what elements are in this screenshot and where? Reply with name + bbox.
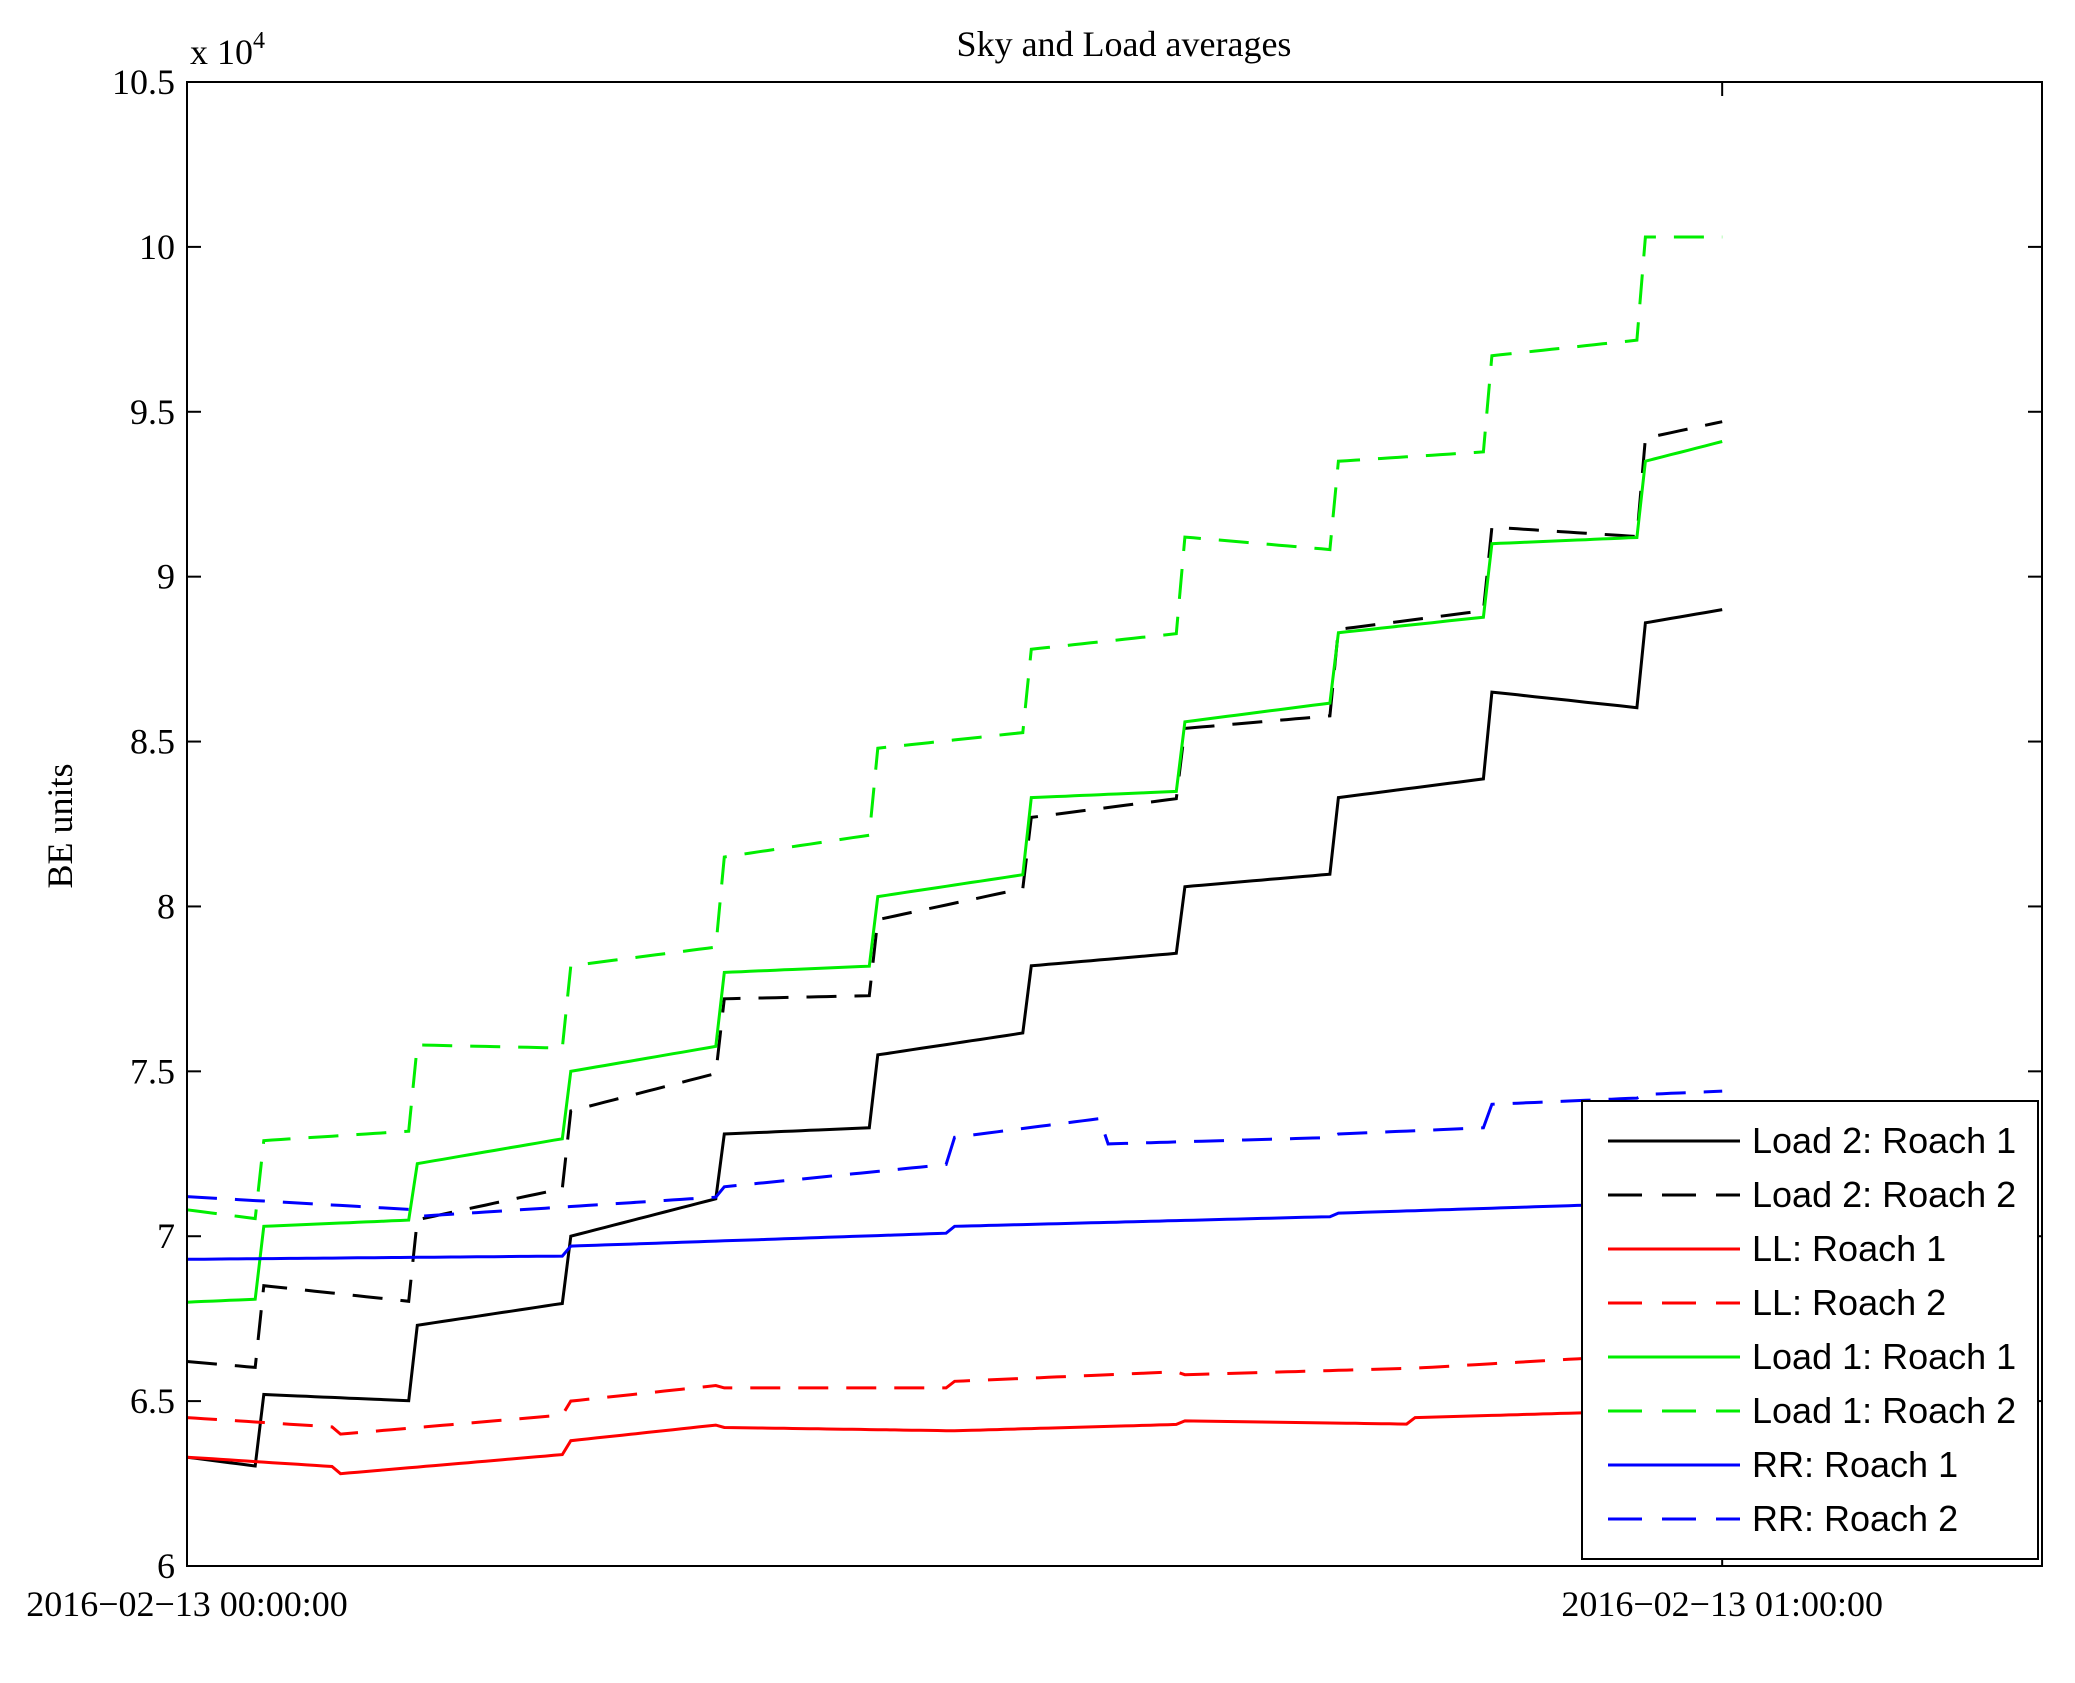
legend-label: Load 2: Roach 1 [1752, 1120, 2016, 1161]
series-line [186, 1353, 1723, 1436]
y-tick-label: 10.5 [112, 62, 175, 102]
series-line [186, 1409, 1723, 1476]
y-tick-label: 10 [139, 227, 175, 267]
svg-text:x 104: x 104 [190, 28, 265, 72]
y-tick-label: 8.5 [130, 722, 175, 762]
x-tick-label: 2016−02−13 00:00:00 [26, 1584, 348, 1624]
series-line [186, 1198, 1723, 1261]
legend-label: LL: Roach 1 [1752, 1228, 1946, 1269]
legend-box [1581, 1100, 2039, 1560]
series-line [186, 440, 1723, 1304]
series-line [186, 608, 1723, 1468]
legend-label: Load 1: Roach 2 [1752, 1390, 2016, 1431]
y-tick-label: 9 [157, 557, 175, 597]
y-axis-multiplier: x 104 [190, 28, 265, 72]
plot-area-frame [186, 81, 2043, 1567]
legend-label: RR: Roach 2 [1752, 1498, 1958, 1539]
y-tick-label: 7.5 [130, 1051, 175, 1091]
y-axis-label: BE units [40, 763, 80, 888]
y-tick-label: 7 [157, 1216, 175, 1256]
legend-label: Load 1: Roach 1 [1752, 1336, 2016, 1377]
y-multiplier-exponent: 4 [253, 28, 265, 54]
legend-label: LL: Roach 2 [1752, 1282, 1946, 1323]
y-tick-label: 8 [157, 886, 175, 926]
y-multiplier-base: x 10 [190, 32, 253, 72]
y-tick-label: 6 [157, 1546, 175, 1586]
y-tick-label: 6.5 [130, 1381, 175, 1421]
series-layer [186, 235, 1723, 1476]
x-tick-label: 2016−02−13 01:00:00 [1561, 1584, 1883, 1624]
y-tick-label: 9.5 [130, 392, 175, 432]
series-line [186, 1089, 1723, 1218]
legend: Load 2: Roach 1 Load 2: Roach 2 LL: Roach … [1581, 1100, 2039, 1560]
legend-label: RR: Roach 1 [1752, 1444, 1958, 1485]
chart-title: Sky and Load averages [957, 24, 1292, 64]
series-line [186, 235, 1723, 1221]
axes-layer: 6 6.5 7 7.5 8 8.5 9 9.5 10 10.5 2016−02−13 00:00:0… [26, 62, 2043, 1624]
legend-label: Load 2: Roach 2 [1752, 1174, 2016, 1215]
